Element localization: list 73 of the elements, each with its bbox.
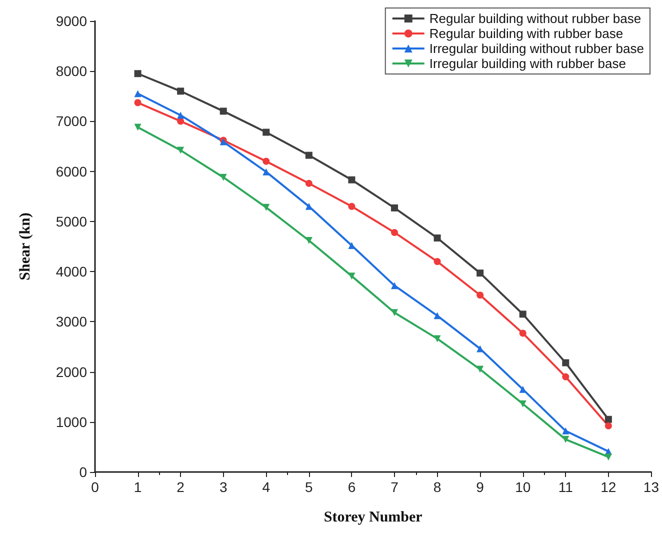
point xyxy=(220,108,227,115)
point xyxy=(391,228,398,236)
y-tick-label: 9000 xyxy=(56,13,88,29)
y-tick-label: 2000 xyxy=(56,364,88,380)
x-tick-label: 11 xyxy=(558,479,574,495)
point xyxy=(177,146,184,154)
legend-label: Irregular building without rubber base xyxy=(429,41,644,56)
point xyxy=(177,88,184,95)
point xyxy=(134,124,142,131)
point xyxy=(519,310,526,318)
point xyxy=(305,152,312,159)
point xyxy=(305,180,312,187)
point xyxy=(562,359,570,366)
point xyxy=(519,386,526,393)
point xyxy=(604,416,612,423)
y-tick-label: 7000 xyxy=(56,113,88,130)
point xyxy=(262,158,270,165)
y-tick-label: 0 xyxy=(79,464,88,480)
y-axis-title: Shear (kn) xyxy=(18,212,34,280)
y-tick-label: 4000 xyxy=(56,264,88,280)
point xyxy=(519,330,526,337)
y-tick-label: 8000 xyxy=(56,63,88,80)
point xyxy=(391,204,398,212)
x-tick-label: 9 xyxy=(476,479,484,495)
legend-label: Irregular building with rubber base xyxy=(429,56,626,71)
point xyxy=(134,99,142,106)
x-tick-label: 1 xyxy=(134,479,142,495)
point xyxy=(262,128,270,136)
x-tick-label: 8 xyxy=(433,479,442,495)
point xyxy=(476,270,484,277)
point xyxy=(434,312,441,320)
point xyxy=(562,373,570,380)
point xyxy=(177,118,184,125)
point xyxy=(177,112,184,119)
point xyxy=(262,204,270,211)
y-tick-label: 5000 xyxy=(56,213,88,230)
x-tick-label: 7 xyxy=(390,479,399,495)
point xyxy=(391,282,398,290)
point xyxy=(562,436,570,443)
point xyxy=(562,427,570,434)
x-tick-label: 13 xyxy=(643,479,660,495)
point xyxy=(348,202,356,210)
point xyxy=(134,90,142,98)
x-axis-title: Storey Number xyxy=(324,510,423,526)
legend-label: Regular building with rubber base xyxy=(429,26,624,41)
point xyxy=(391,309,398,316)
x-tick-label: 12 xyxy=(600,479,616,495)
point xyxy=(262,168,270,176)
point xyxy=(476,292,484,299)
x-tick-label: 4 xyxy=(262,479,270,495)
y-tick-label: 1000 xyxy=(56,414,88,430)
point xyxy=(604,422,612,430)
x-tick-label: 6 xyxy=(348,479,356,495)
x-tick-label: 10 xyxy=(515,479,531,495)
legend-label: Regular building without rubber base xyxy=(429,11,642,26)
point xyxy=(434,258,441,266)
y-tick-label: 6000 xyxy=(56,163,88,180)
x-tick-label: 2 xyxy=(176,479,185,495)
point xyxy=(519,400,526,408)
x-tick-label: 3 xyxy=(219,479,228,495)
point xyxy=(476,366,484,373)
point xyxy=(305,202,312,210)
point xyxy=(348,176,356,184)
point xyxy=(305,236,312,244)
y-tick-label: 3000 xyxy=(56,314,88,330)
point xyxy=(220,174,227,181)
point xyxy=(434,234,441,242)
point xyxy=(604,453,612,460)
x-tick-label: 5 xyxy=(305,479,314,495)
point xyxy=(134,70,142,78)
point xyxy=(434,335,441,342)
x-tick-label: 0 xyxy=(91,479,100,495)
point xyxy=(348,272,356,280)
